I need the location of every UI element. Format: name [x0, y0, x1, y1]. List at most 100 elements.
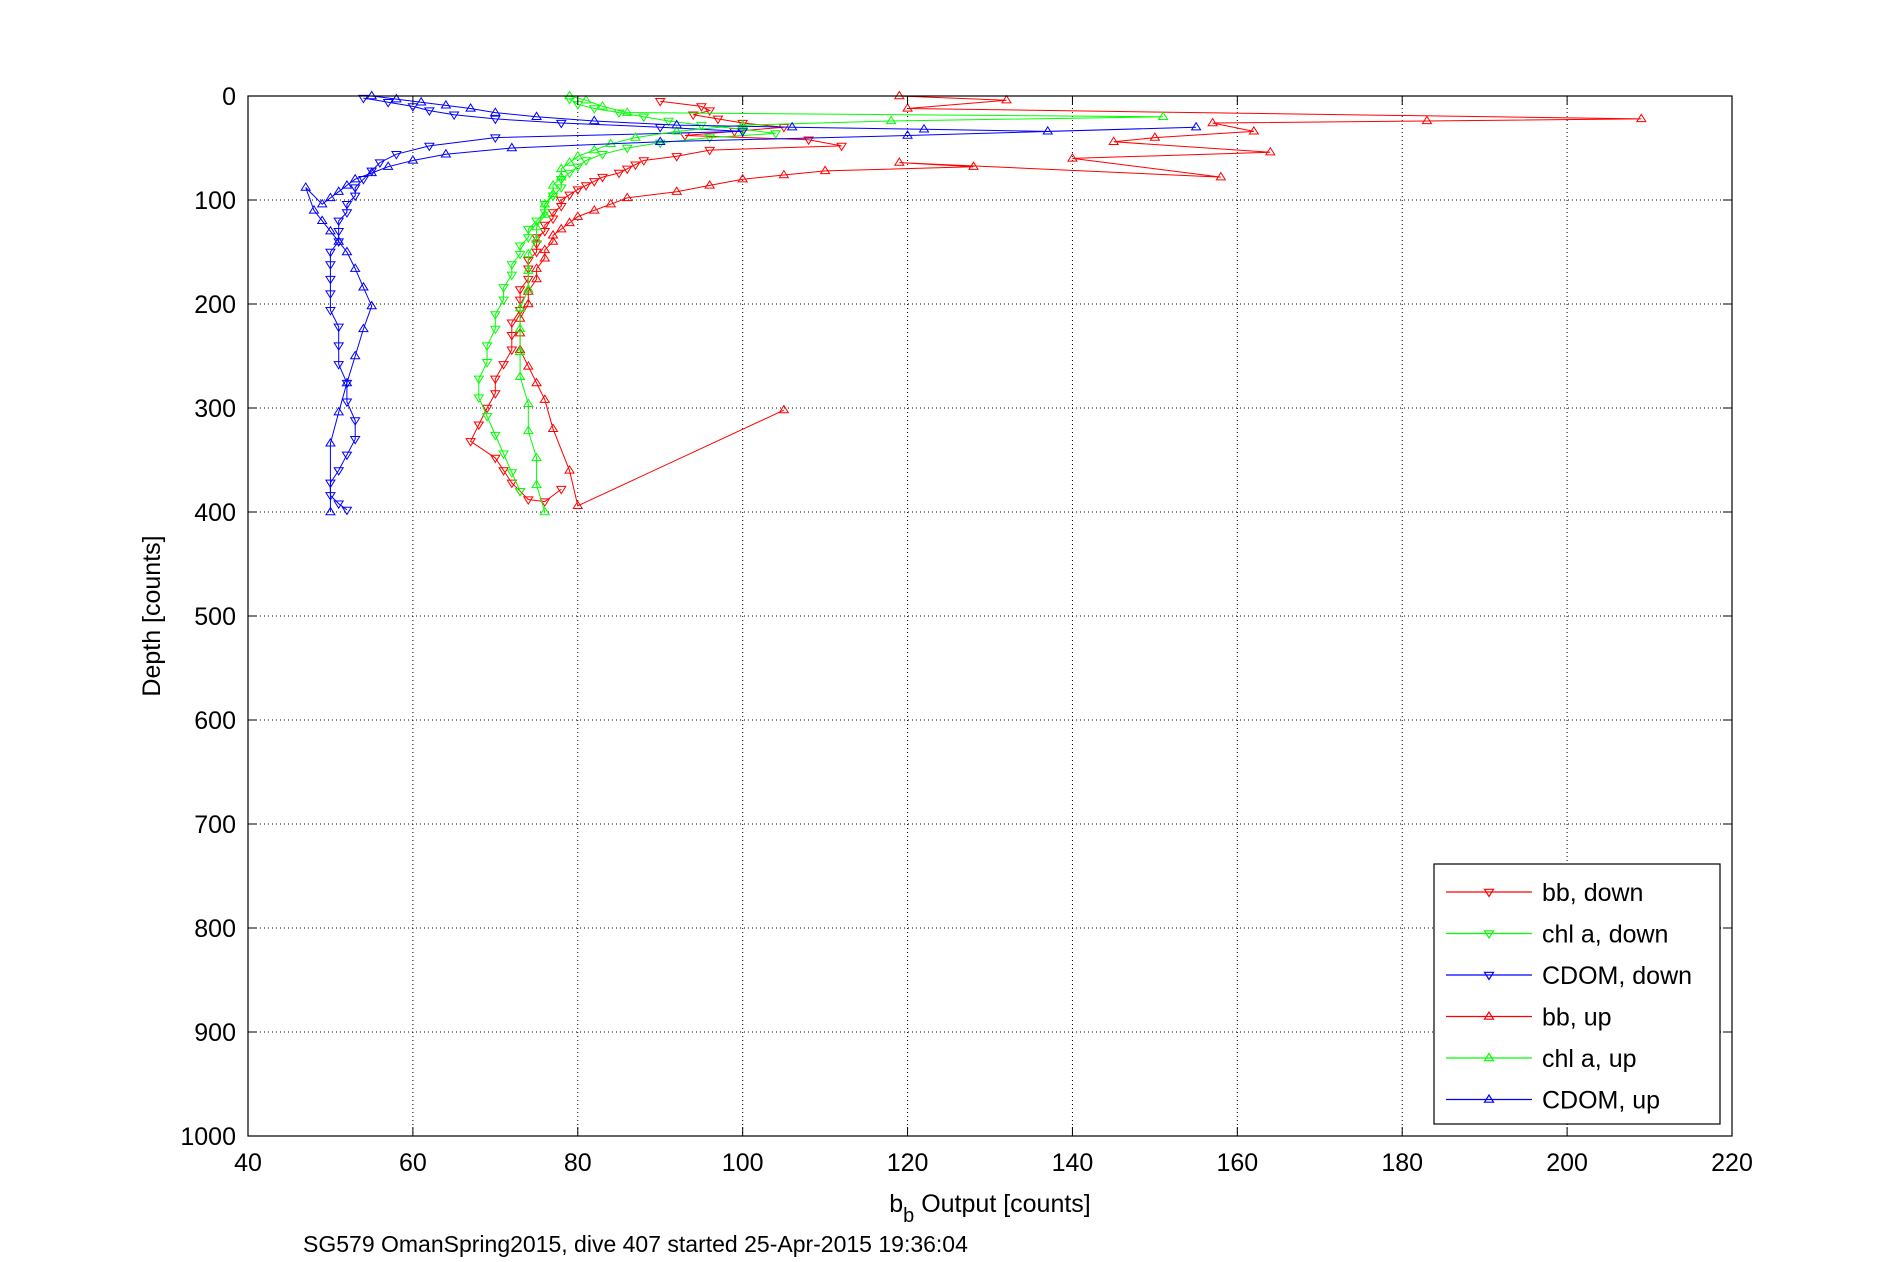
data-point	[341, 451, 353, 461]
data-point	[564, 191, 575, 201]
data-point	[390, 93, 402, 103]
data-point	[382, 99, 394, 108]
data-point	[522, 248, 534, 258]
data-point	[671, 186, 683, 195]
legend-entry: bb, up	[1446, 1004, 1612, 1032]
data-point	[325, 225, 336, 235]
data-point	[325, 248, 336, 258]
data-point	[366, 167, 378, 177]
y-tick-label: 200	[194, 291, 236, 319]
data-point	[489, 311, 501, 320]
data-point	[630, 132, 641, 141]
data-point	[522, 234, 534, 243]
data-point	[333, 186, 345, 195]
data-point	[547, 236, 559, 245]
data-point	[349, 192, 361, 202]
data-point	[514, 242, 526, 252]
data-point	[382, 161, 394, 170]
data-point	[300, 182, 312, 191]
data-point	[547, 179, 559, 189]
data-point	[1635, 113, 1647, 123]
data-point	[597, 100, 608, 110]
data-point	[374, 159, 386, 169]
data-point	[597, 173, 608, 183]
data-point	[308, 204, 320, 214]
data-point	[522, 225, 534, 235]
data-point	[605, 198, 617, 208]
data-point	[506, 479, 518, 489]
data-point	[893, 90, 905, 100]
data-point	[704, 179, 716, 189]
y-tick-label: 100	[194, 187, 236, 215]
data-point	[514, 346, 526, 356]
figure-caption: SG579 OmanSpring2015, dive 407 started 2…	[303, 1231, 968, 1257]
data-point	[663, 117, 674, 127]
data-point	[506, 142, 518, 152]
data-point	[621, 144, 633, 154]
data-point	[547, 215, 559, 225]
legend-marker	[1483, 888, 1495, 898]
data-point	[654, 139, 666, 149]
data-point	[671, 125, 683, 135]
data-point	[1421, 115, 1433, 125]
data-point	[572, 211, 584, 220]
data-point	[704, 107, 716, 117]
data-point	[341, 506, 353, 516]
data-point	[638, 157, 650, 166]
data-point	[547, 188, 559, 197]
data-point	[481, 342, 493, 352]
data-point	[572, 150, 584, 160]
data-point	[506, 261, 518, 270]
data-point	[333, 238, 345, 248]
data-point	[481, 413, 493, 422]
data-point	[481, 359, 493, 368]
legend-label: CDOM, down	[1542, 962, 1692, 990]
data-point	[605, 138, 617, 148]
legend-entry: chl a, down	[1446, 921, 1668, 949]
data-point	[489, 454, 501, 464]
data-point	[358, 94, 369, 104]
data-point	[786, 121, 798, 131]
data-point	[968, 161, 979, 170]
legend-marker	[1483, 1010, 1495, 1020]
data-point	[531, 217, 542, 227]
data-point	[564, 217, 575, 227]
data-point	[522, 265, 534, 274]
legend-label: CDOM, up	[1542, 1087, 1660, 1115]
data-point	[489, 115, 501, 125]
data-point	[902, 103, 913, 112]
data-point	[514, 302, 526, 312]
x-axis-label-subscript: b	[903, 1205, 914, 1227]
data-point	[531, 377, 542, 387]
data-point	[325, 307, 336, 316]
data-point	[778, 169, 790, 179]
data-point	[498, 467, 509, 476]
data-point	[531, 234, 542, 243]
data-point	[325, 290, 336, 300]
data-point	[349, 417, 361, 426]
data-point	[539, 200, 551, 210]
data-point	[423, 107, 435, 117]
data-point	[564, 464, 575, 474]
data-point	[539, 252, 551, 262]
axis-ticks: 40 60 80 100 120 140 160 180 200 220 0 100 200 300 400…	[180, 83, 1752, 1177]
x-tick-label: 220	[1711, 1149, 1753, 1177]
data-point	[547, 229, 559, 239]
series-2	[325, 94, 749, 516]
data-point	[572, 186, 584, 196]
data-point	[737, 128, 749, 137]
x-tick-label: 40	[234, 1149, 262, 1177]
data-point	[712, 115, 724, 125]
data-point	[580, 94, 592, 104]
data-point	[514, 296, 526, 306]
legend-marker	[1483, 930, 1495, 940]
data-point	[613, 109, 625, 119]
legend-entry: CDOM, down	[1446, 962, 1692, 990]
data-point	[547, 423, 559, 432]
data-point	[1042, 125, 1054, 135]
y-tick-label: 400	[194, 499, 236, 527]
data-point	[522, 425, 534, 435]
data-point	[778, 404, 790, 414]
data-point	[671, 153, 683, 162]
